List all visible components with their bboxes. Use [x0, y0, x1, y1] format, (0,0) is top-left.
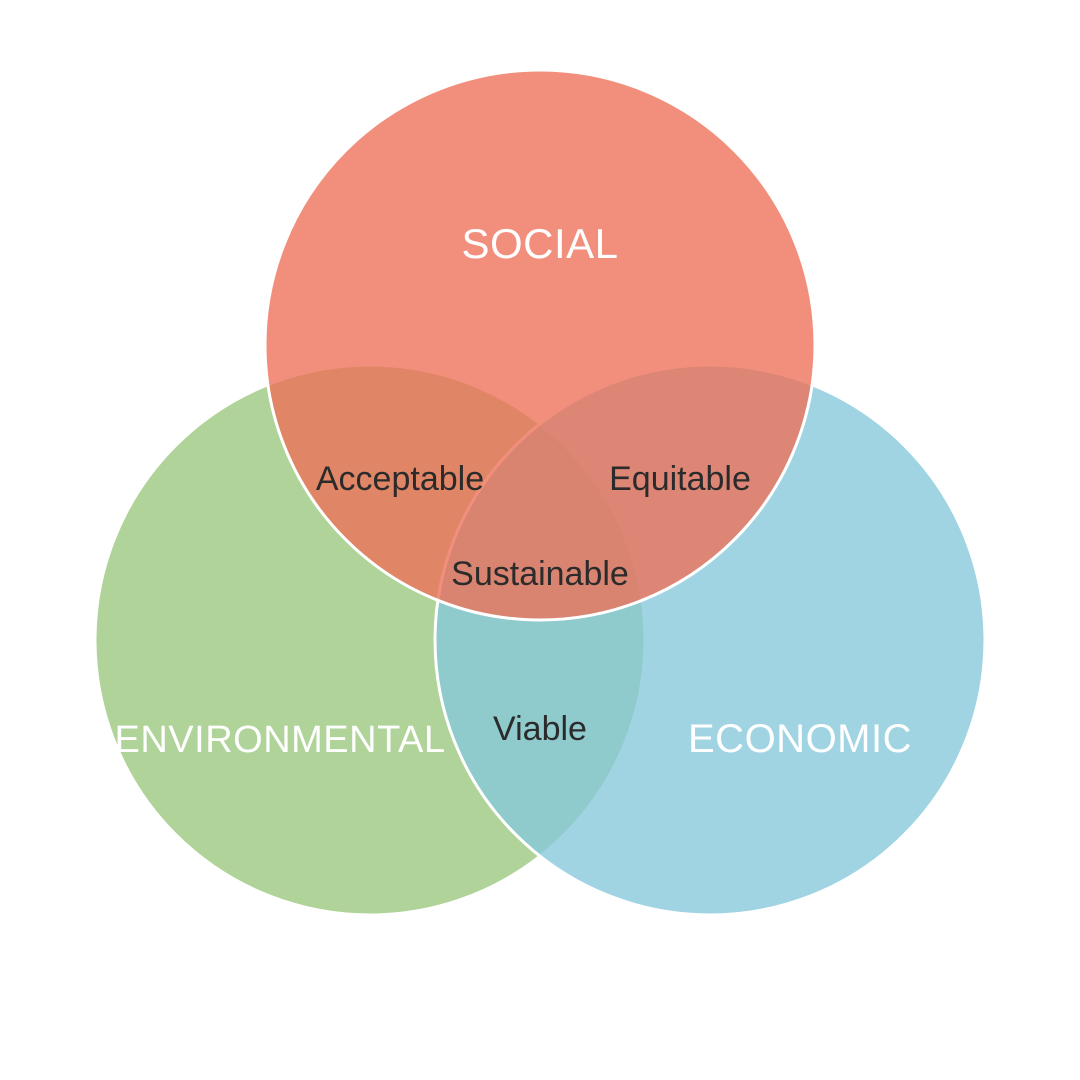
label-viable: Viable	[493, 710, 587, 748]
label-sustainable: Sustainable	[451, 555, 629, 593]
label-economic: ECONOMIC	[688, 717, 912, 761]
venn-svg: SOCIAL ENVIRONMENTAL ECONOMIC Acceptable…	[0, 0, 1080, 1080]
circle-social	[265, 70, 815, 620]
label-environmental: ENVIRONMENTAL	[115, 719, 446, 761]
label-equitable: Equitable	[609, 460, 751, 498]
label-acceptable: Acceptable	[316, 460, 484, 498]
label-social: SOCIAL	[461, 220, 618, 267]
venn-diagram: SOCIAL ENVIRONMENTAL ECONOMIC Acceptable…	[0, 0, 1080, 1080]
